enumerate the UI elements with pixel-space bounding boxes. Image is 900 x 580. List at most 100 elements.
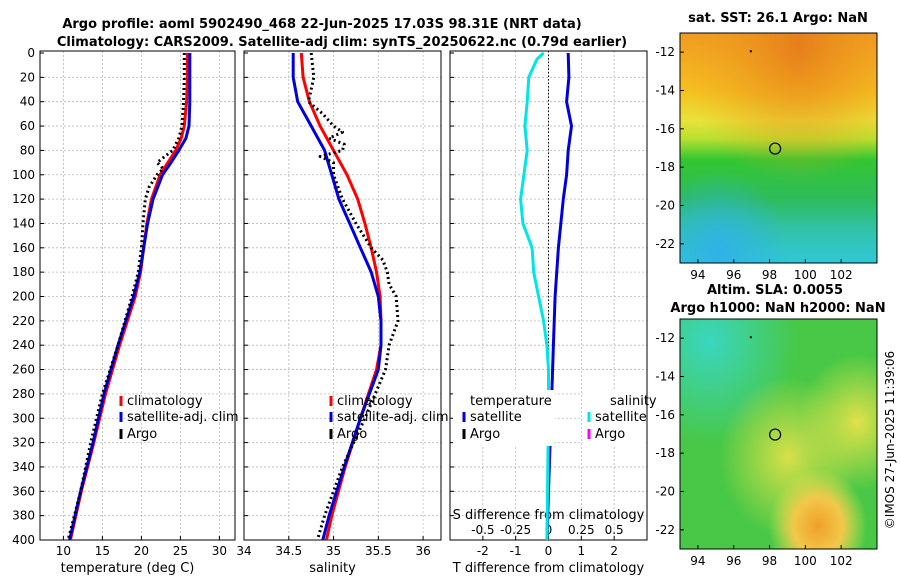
map-x-tick-label: 100	[794, 268, 817, 282]
sla-map-title-line1: Altim. SLA: 0.0055	[707, 283, 843, 298]
y-tick-label: 40	[20, 95, 35, 109]
y-tick-label: 120	[12, 192, 35, 206]
x-tick-label: 20	[134, 544, 149, 558]
difference-legend: temperature salinity satellite Argo sate…	[453, 390, 657, 446]
sla-map-ticks: 94 96 98 100 102 -12 -14 -16 -18 -20 -22	[655, 331, 852, 568]
sst-cool-patch	[680, 33, 877, 263]
y-tick-label: 380	[12, 509, 35, 523]
y-tick-label: 240	[12, 338, 35, 352]
map-y-tick-label: -12	[655, 331, 675, 345]
x-tick-label: 0	[545, 544, 553, 558]
temperature-panel: 10 15 20 25 30020406080100120140160180200220…	[12, 46, 236, 576]
legend-label-sal-argo: Argo	[595, 427, 625, 442]
legend-label-climatology: climatology	[337, 394, 413, 409]
y-tick-label: 140	[12, 216, 35, 230]
argo-position-marker	[768, 142, 782, 155]
temperature-legend: climatology satellite-adj. clim Argo	[119, 394, 239, 442]
map-x-tick-label: 96	[726, 554, 741, 568]
x-tick-label: 1	[578, 544, 586, 558]
legend-label-argo: Argo	[337, 427, 367, 442]
x-tick-label: 25	[173, 544, 188, 558]
series-line-satellite-adj-clim	[291, 53, 383, 540]
map-x-tick-label: 102	[830, 554, 853, 568]
legend-label-climatology: climatology	[127, 394, 203, 409]
series-line-satellite-adj-clim	[68, 53, 192, 540]
axes-frame	[243, 50, 442, 541]
sla-orange-patch	[680, 319, 877, 549]
x-tick-label: 15	[95, 544, 110, 558]
x-tick-label-top: 0.25	[568, 523, 595, 537]
legend-label-argo: Argo	[127, 427, 157, 442]
y-tick-label: 300	[12, 411, 35, 425]
axes-frame	[39, 50, 236, 541]
sla-map-title-line2: Argo h1000: NaN h2000: NaN	[670, 301, 885, 316]
map-x-tick-label: 98	[762, 268, 777, 282]
island-speck	[749, 336, 752, 339]
y-tick-label: 180	[12, 265, 35, 279]
map-y-tick-label: -14	[655, 370, 675, 384]
figure-title-line1: Argo profile: aoml 5902490_468 22-Jun-20…	[62, 17, 581, 32]
x-tick-label: 36	[415, 544, 430, 558]
y-tick-label: 280	[12, 387, 35, 401]
y-tick-label: 60	[20, 119, 35, 133]
map-y-tick-label: -14	[655, 84, 675, 98]
x-tick-label: 10	[56, 544, 71, 558]
x-axis-label: T difference from climatology	[452, 561, 645, 576]
map-y-tick-label: -16	[655, 122, 675, 136]
y-tick-label: 200	[12, 290, 35, 304]
sla-map-frame	[679, 318, 878, 550]
y-tick-label: 20	[20, 70, 35, 84]
map-x-tick-label: 94	[690, 554, 705, 568]
series-line-argo	[307, 52, 400, 540]
x-tick-label: 34.5	[275, 544, 302, 558]
x-tick-label-top: 0.5	[605, 523, 624, 537]
salinity-panel: 34 34.5 35 35.5 36 salinity	[236, 50, 442, 576]
island-speck	[749, 50, 752, 53]
y-tick-label: 160	[12, 241, 35, 255]
legend-title-temperature: temperature	[470, 394, 552, 409]
legend-label-temp-argo: Argo	[470, 427, 500, 442]
legend-label-sal-satellite: satellite	[595, 410, 647, 425]
map-y-tick-label: -18	[655, 160, 675, 174]
argo-position-marker	[768, 428, 782, 441]
legend-title-salinity: salinity	[610, 394, 657, 409]
y-tick-label: 0	[27, 46, 35, 60]
map-y-tick-label: -20	[655, 485, 675, 499]
x-tick-label-top: -0.5	[471, 523, 494, 537]
sst-map-ticks: 94 96 98 100 102 -12 -14 -16 -18 -20 -22	[655, 45, 852, 282]
x-tick-label: -1	[510, 544, 522, 558]
map-y-tick-label: -22	[655, 237, 675, 251]
y-tick-label: 320	[12, 436, 35, 450]
x-tick-label-top: -0.25	[500, 523, 531, 537]
map-x-tick-label: 100	[794, 554, 817, 568]
map-y-tick-label: -12	[655, 45, 675, 59]
x-axis-label: temperature (deg C)	[61, 561, 195, 576]
salinity-legend: climatology satellite-adj. clim Argo	[329, 394, 449, 442]
series-group	[66, 53, 192, 540]
y-tick-label: 360	[12, 484, 35, 498]
map-x-tick-label: 96	[726, 268, 741, 282]
sst-map-frame	[679, 32, 878, 264]
map-y-tick-label: -18	[655, 446, 675, 460]
y-tick-label: 400	[12, 533, 35, 547]
legend-label-temp-satellite: satellite	[470, 410, 522, 425]
sla-map: Altim. SLA: 0.0055 Argo h1000: NaN h2000…	[655, 283, 885, 568]
legend-label-satellite: satellite-adj. clim	[337, 410, 449, 425]
y-tick-label: 220	[12, 314, 35, 328]
map-x-tick-label: 98	[762, 554, 777, 568]
imos-timestamp: ©IMOS 27-Jun-2025 11:39:06	[883, 351, 897, 529]
legend-background-temperature	[453, 390, 555, 446]
x-tick-label: -2	[477, 544, 489, 558]
map-y-tick-label: -22	[655, 523, 675, 537]
legend-label-satellite: satellite-adj. clim	[127, 410, 239, 425]
x-tick-label: 2	[610, 544, 618, 558]
x-tick-label: 34	[236, 544, 251, 558]
sst-map-title: sat. SST: 26.1 Argo: NaN	[688, 11, 868, 26]
y-tick-label: 260	[12, 363, 35, 377]
map-x-tick-label: 102	[830, 268, 853, 282]
map-y-tick-label: -20	[655, 199, 675, 213]
series-group	[291, 52, 400, 540]
series-line-argo	[66, 53, 186, 540]
